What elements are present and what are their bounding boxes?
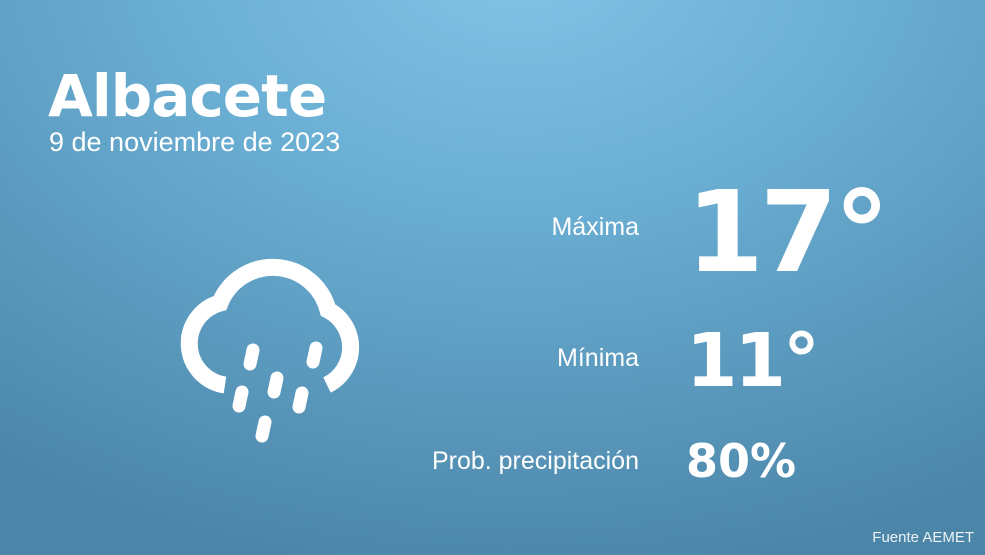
precip-value: 80%: [686, 434, 797, 488]
cloud-rain-icon: [180, 258, 360, 443]
forecast-date: 9 de noviembre de 2023: [49, 127, 341, 157]
min-temp-label: Mínima: [557, 344, 639, 372]
city-title: Albacete: [48, 62, 327, 130]
precip-label: Prob. precipitación: [431, 447, 639, 475]
max-temp-value: 17°: [686, 168, 890, 298]
min-temp-value: 11°: [686, 318, 820, 404]
max-temp-label: Máxima: [551, 213, 639, 241]
source-credit: Fuente AEMET: [872, 529, 974, 546]
